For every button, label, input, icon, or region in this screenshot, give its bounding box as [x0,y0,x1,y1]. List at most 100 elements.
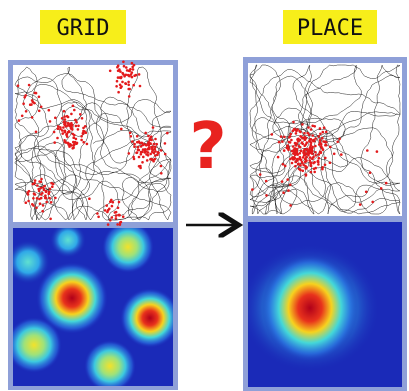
spike [308,133,311,137]
spike [118,68,121,71]
spike [305,141,309,144]
spike [317,163,320,166]
spike [304,167,308,170]
spike [139,164,142,168]
spike [318,141,322,144]
spike [135,151,138,155]
spike [132,83,135,87]
spike [33,91,37,95]
spike [282,149,286,152]
spike [136,145,140,149]
spike [132,155,135,159]
spike [321,166,325,169]
spike [308,159,312,162]
spike [292,158,296,161]
spike [65,125,68,128]
spike [52,130,56,134]
spike [33,101,36,105]
spike [314,137,317,140]
spike [96,212,99,215]
spike [319,145,323,148]
spike [70,112,73,116]
spike [308,146,312,149]
spike [146,154,150,157]
spike [307,126,310,129]
spike [295,142,299,145]
spike [306,131,310,135]
spike [281,163,285,166]
spike [123,75,126,78]
spike [116,206,120,210]
spike [48,196,51,200]
label-box [40,10,126,44]
spike [371,200,375,204]
spike [24,201,28,204]
spike [290,161,294,165]
spike [133,74,136,77]
spike [139,153,143,156]
firing-field [13,240,50,284]
spike [34,130,38,134]
spike [305,147,309,151]
spike [299,168,302,172]
spike [323,163,327,167]
spike [137,155,141,159]
spike [54,196,57,200]
spike [302,151,305,154]
spike [311,134,315,137]
spike [282,191,285,194]
spike [63,115,66,118]
spike [128,69,131,73]
firing-field [84,340,136,386]
spike [358,203,362,206]
spike [311,145,315,149]
spike [48,187,52,191]
spike [321,136,324,140]
spike [309,164,313,167]
spike [143,143,147,146]
spike [73,108,76,112]
spike [47,108,51,112]
spike [302,153,306,157]
spike [148,147,151,151]
spike [27,83,31,87]
spike [71,147,74,150]
spike [308,152,311,155]
spike [368,171,372,174]
spike [143,148,147,151]
spike [154,154,157,157]
firing-field [102,228,154,273]
spike [139,145,143,148]
spike [51,185,54,188]
spike [309,137,313,141]
spike [299,149,303,153]
spike [105,204,108,207]
spike [301,161,304,165]
spike [292,156,296,159]
spike [258,173,262,176]
spike [150,157,153,161]
spike [289,183,292,187]
firing-field [50,228,86,258]
spike [287,189,290,192]
spike [298,152,302,155]
spike [116,65,119,69]
spike [59,127,62,131]
spike [309,170,313,174]
spike [74,124,78,128]
spike [76,128,80,131]
heatmap [13,228,173,386]
spike [301,156,305,159]
spike [163,152,167,156]
place-label: PLACE [297,16,363,41]
spike [24,110,28,113]
spike [24,94,28,97]
spike [322,140,325,143]
spike [321,148,325,151]
spike [288,135,292,138]
spike [283,164,287,168]
spike [157,151,160,155]
spike [82,129,85,133]
spike [37,109,41,113]
